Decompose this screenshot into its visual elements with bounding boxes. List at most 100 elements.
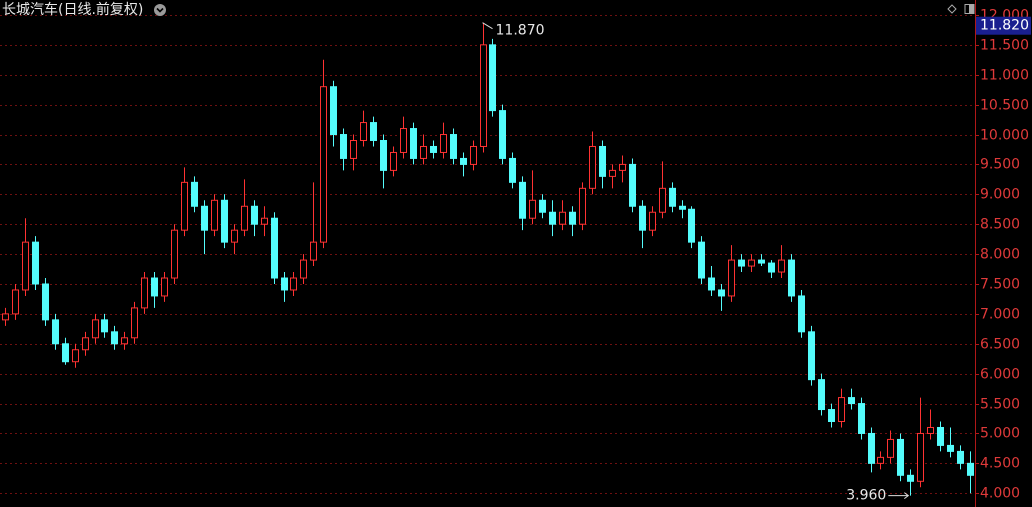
candle-body	[12, 289, 19, 315]
candle-body	[460, 157, 467, 165]
candle-body	[52, 319, 59, 345]
candle-body	[589, 145, 596, 189]
candle-body	[887, 438, 894, 458]
annotation-label: 3.960	[846, 488, 886, 504]
menu-chevron	[156, 7, 164, 13]
candle-body	[629, 163, 636, 207]
candle-body	[131, 307, 138, 339]
candle-body	[171, 229, 178, 279]
y-tick-label: 9.500	[980, 157, 1020, 173]
y-tick-label: 7.500	[980, 277, 1020, 293]
candle-body	[251, 205, 258, 225]
candle-body	[549, 211, 556, 225]
annotation-arrow	[482, 22, 493, 30]
candle-body	[221, 199, 228, 243]
candle-body	[679, 205, 686, 210]
candle-body	[470, 145, 477, 165]
candle-body	[32, 241, 39, 285]
y-tick-label: 5.500	[980, 397, 1020, 413]
candle-body	[241, 205, 248, 231]
candle-body	[420, 145, 427, 159]
candle-body	[360, 122, 367, 142]
candle-body	[450, 134, 457, 159]
last-price-box	[976, 16, 1031, 35]
candle-body	[191, 181, 198, 207]
candle-body	[499, 110, 506, 159]
candle-body	[788, 259, 795, 297]
candle-body	[92, 319, 99, 339]
candle-body	[231, 229, 238, 243]
candle-body	[539, 199, 546, 213]
y-tick-label: 11.000	[980, 68, 1029, 84]
y-tick-label: 7.000	[980, 307, 1020, 323]
candle-body	[609, 169, 616, 177]
candle-body	[897, 438, 904, 476]
candle-body	[261, 217, 268, 225]
y-tick-label: 11.500	[980, 38, 1029, 54]
candle-body	[947, 444, 954, 452]
candle-body	[639, 205, 646, 231]
candle-body	[917, 432, 924, 482]
candle-body	[907, 474, 914, 482]
candle-body	[320, 86, 327, 243]
candle-body	[877, 456, 884, 464]
candle-body	[390, 151, 397, 171]
candle-body	[2, 313, 9, 321]
candle-body	[599, 145, 606, 177]
candle-body	[838, 397, 845, 423]
candle-body	[728, 259, 735, 297]
candle-body	[430, 145, 437, 153]
candle-body	[649, 211, 656, 231]
candle-body	[708, 277, 715, 291]
candle-body	[181, 181, 188, 231]
candle-body	[659, 187, 666, 213]
candle-body	[271, 217, 278, 279]
candle-body	[151, 277, 158, 297]
candle-body	[281, 277, 288, 291]
candle-body	[937, 426, 944, 446]
candle-body	[718, 289, 725, 297]
candle-body	[529, 199, 536, 219]
candle-body	[669, 187, 676, 207]
candle-body	[440, 134, 447, 153]
candle-body	[290, 277, 297, 291]
candle-body	[350, 140, 357, 159]
candle-body	[619, 163, 626, 171]
diamond-icon[interactable]	[947, 4, 957, 14]
menu-circle[interactable]	[154, 4, 166, 16]
candle-body	[808, 331, 815, 381]
candle-body	[380, 140, 387, 171]
y-tick-label: 4.000	[980, 486, 1020, 502]
y-tick-label: 8.500	[980, 217, 1020, 233]
candle-body	[738, 259, 745, 267]
candle-body	[768, 262, 775, 273]
y-tick-label: 6.500	[980, 337, 1020, 353]
candle-body	[340, 134, 347, 159]
candle-body	[330, 86, 337, 136]
candle-body	[858, 403, 865, 434]
candle-body	[300, 259, 307, 279]
candle-body	[101, 319, 108, 333]
annotation-arrow	[888, 492, 910, 500]
candle-body	[818, 379, 825, 411]
candle-body	[927, 426, 934, 434]
title-menu-icon[interactable]	[154, 4, 166, 16]
y-tick-label: 4.500	[980, 456, 1020, 472]
candle-body	[141, 277, 148, 309]
candle-body	[111, 331, 118, 345]
candle-body	[22, 241, 29, 291]
y-tick-label: 8.000	[980, 247, 1020, 263]
candle-body	[480, 44, 487, 147]
candle-body	[310, 241, 317, 261]
candle-body	[798, 295, 805, 333]
candle-body	[778, 259, 785, 273]
candle-body	[201, 205, 208, 231]
candle-body	[698, 241, 705, 279]
last-price-label: 11.820	[980, 18, 1029, 34]
candle-body	[62, 343, 69, 363]
candle-body	[489, 44, 496, 112]
y-tick-label: 6.000	[980, 367, 1020, 383]
y-tick-label: 9.000	[980, 187, 1020, 203]
